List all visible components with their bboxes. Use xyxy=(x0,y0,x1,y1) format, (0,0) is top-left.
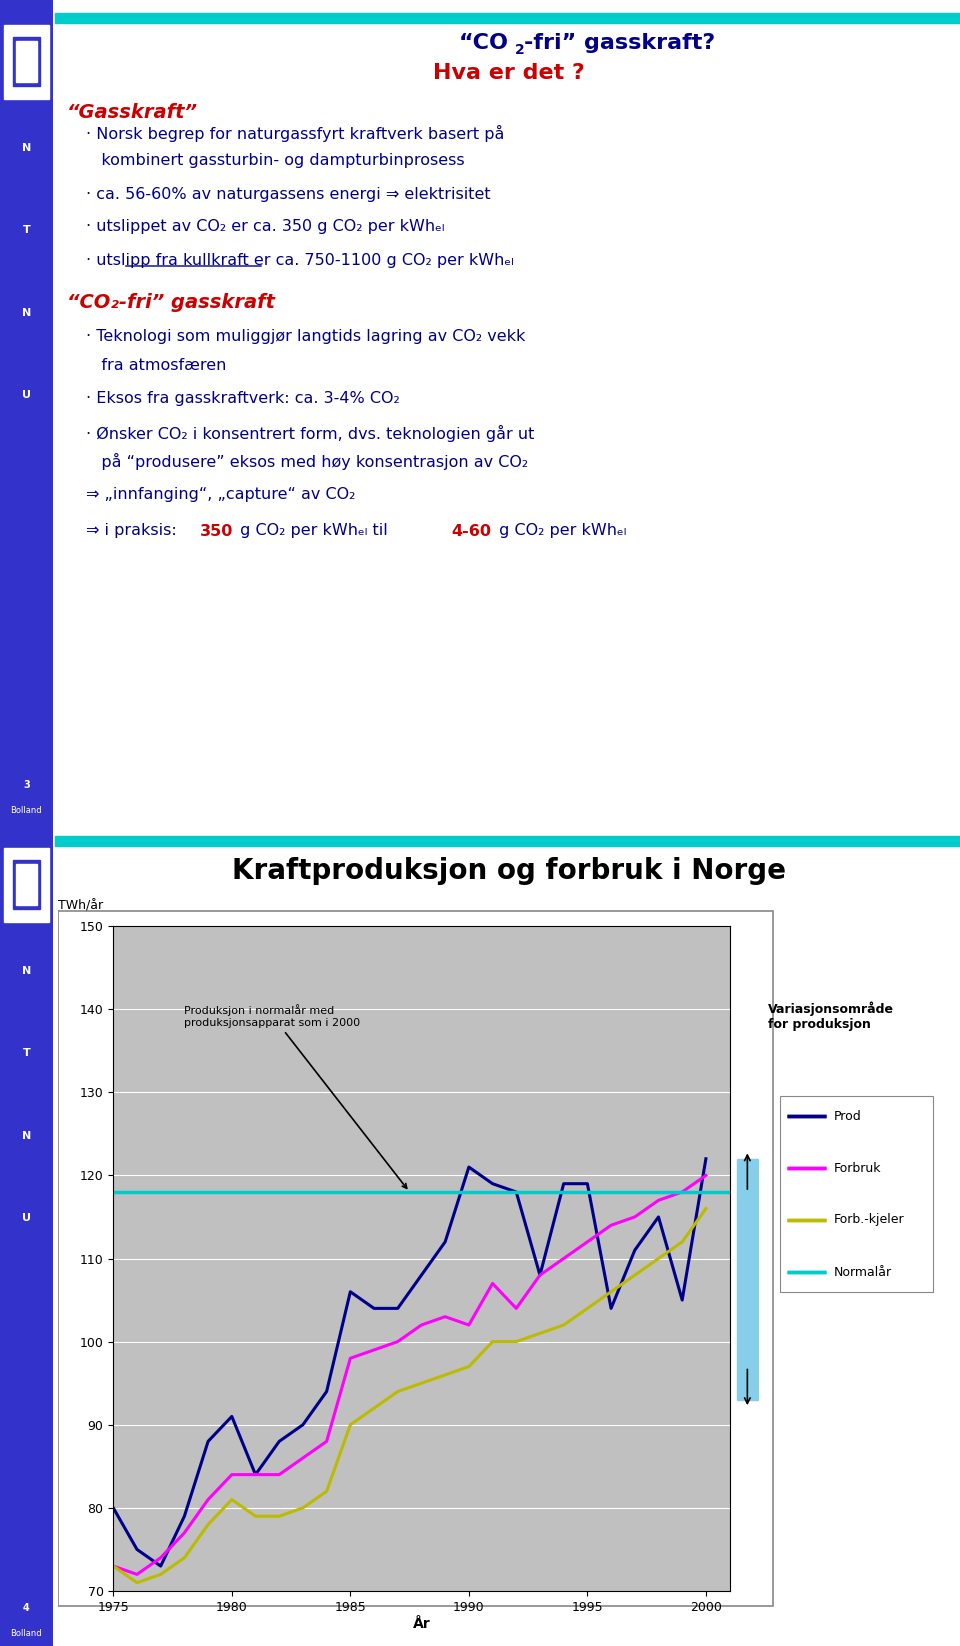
Bar xyxy=(55,836,960,846)
Text: 3: 3 xyxy=(23,780,30,790)
Text: “CO₂-fri” gasskraft: “CO₂-fri” gasskraft xyxy=(67,293,276,313)
Text: N: N xyxy=(22,143,31,153)
Text: · Eksos fra gasskraftverk: ca. 3-4% CO₂: · Eksos fra gasskraftverk: ca. 3-4% CO₂ xyxy=(86,392,400,407)
Text: Normalår: Normalår xyxy=(833,1266,892,1279)
Text: N: N xyxy=(22,966,31,976)
X-axis label: År: År xyxy=(413,1616,430,1631)
Text: T: T xyxy=(22,1049,31,1058)
Bar xyxy=(13,859,39,909)
Bar xyxy=(58,910,773,1606)
Text: Forbruk: Forbruk xyxy=(833,1162,880,1175)
Bar xyxy=(13,36,39,87)
Text: Prod: Prod xyxy=(833,1109,861,1123)
Text: · utslipp fra kullkraft er ca. 750-1100 g CO₂ per kWhₑₗ: · utslipp fra kullkraft er ca. 750-1100 … xyxy=(86,253,515,268)
Text: Bolland: Bolland xyxy=(11,1630,42,1638)
Bar xyxy=(15,864,36,905)
Text: 4: 4 xyxy=(23,1603,30,1613)
Text: U: U xyxy=(22,1213,31,1223)
Text: · ca. 56-60% av naturgassens energi ⇒ elektrisitet: · ca. 56-60% av naturgassens energi ⇒ el… xyxy=(86,188,491,202)
Text: “CO: “CO xyxy=(459,33,509,53)
Text: N: N xyxy=(22,1131,31,1141)
Bar xyxy=(780,1096,933,1292)
Text: 4-60: 4-60 xyxy=(451,523,492,538)
Text: · utslippet av CO₂ er ca. 350 g CO₂ per kWhₑₗ: · utslippet av CO₂ er ca. 350 g CO₂ per … xyxy=(86,219,444,234)
Text: · Norsk begrep for naturgassfyrt kraftverk basert på: · Norsk begrep for naturgassfyrt kraftve… xyxy=(86,125,505,142)
Text: 2: 2 xyxy=(515,43,524,58)
Text: Variasjonsområde
for produksjon: Variasjonsområde for produksjon xyxy=(768,1001,894,1030)
Text: Forbruk: Forbruk xyxy=(833,1162,880,1175)
Text: Bolland: Bolland xyxy=(11,807,42,815)
Bar xyxy=(4,25,49,99)
Text: Produksjon i normalår med
produksjonsapparat som i 2000: Produksjon i normalår med produksjonsapp… xyxy=(184,1004,407,1188)
Bar xyxy=(4,848,49,922)
Bar xyxy=(55,13,960,23)
Text: · Teknologi som muliggjør langtids lagring av CO₂ vekk: · Teknologi som muliggjør langtids lagri… xyxy=(86,329,526,344)
Text: 350: 350 xyxy=(200,523,233,538)
Text: · Ønsker CO₂ i konsentrert form, dvs. teknologien går ut: · Ønsker CO₂ i konsentrert form, dvs. te… xyxy=(86,425,535,441)
Text: T: T xyxy=(22,226,31,235)
Text: Hva er det ?: Hva er det ? xyxy=(433,63,585,82)
Text: U: U xyxy=(22,390,31,400)
Text: Forb.-kjeler: Forb.-kjeler xyxy=(833,1213,904,1226)
Text: fra atmosfæren: fra atmosfæren xyxy=(86,357,227,372)
Text: -fri” gasskraft?: -fri” gasskraft? xyxy=(524,33,715,53)
Text: kombinert gassturbin- og dampturbinprosess: kombinert gassturbin- og dampturbinprose… xyxy=(86,153,465,168)
Text: TWh/år: TWh/år xyxy=(58,900,103,912)
Text: Forb.-kjeler: Forb.-kjeler xyxy=(833,1213,904,1226)
Text: på “produsere” eksos med høy konsentrasjon av CO₂: på “produsere” eksos med høy konsentrasj… xyxy=(86,453,529,469)
Text: Prod: Prod xyxy=(833,1109,861,1123)
Text: N: N xyxy=(22,308,31,318)
Text: “Gasskraft”: “Gasskraft” xyxy=(67,104,198,122)
Text: Normalår: Normalår xyxy=(833,1266,892,1279)
Text: ⇒ „innfanging“, „capture“ av CO₂: ⇒ „innfanging“, „capture“ av CO₂ xyxy=(86,487,356,502)
Bar xyxy=(15,41,36,82)
Text: ⇒ i praksis:: ⇒ i praksis: xyxy=(86,523,182,538)
Bar xyxy=(736,1159,758,1399)
Text: Kraftproduksjon og forbruk i Norge: Kraftproduksjon og forbruk i Norge xyxy=(231,858,786,886)
Text: g CO₂ per kWhₑₗ: g CO₂ per kWhₑₗ xyxy=(494,523,627,538)
Text: g CO₂ per kWhₑₗ til: g CO₂ per kWhₑₗ til xyxy=(235,523,393,538)
